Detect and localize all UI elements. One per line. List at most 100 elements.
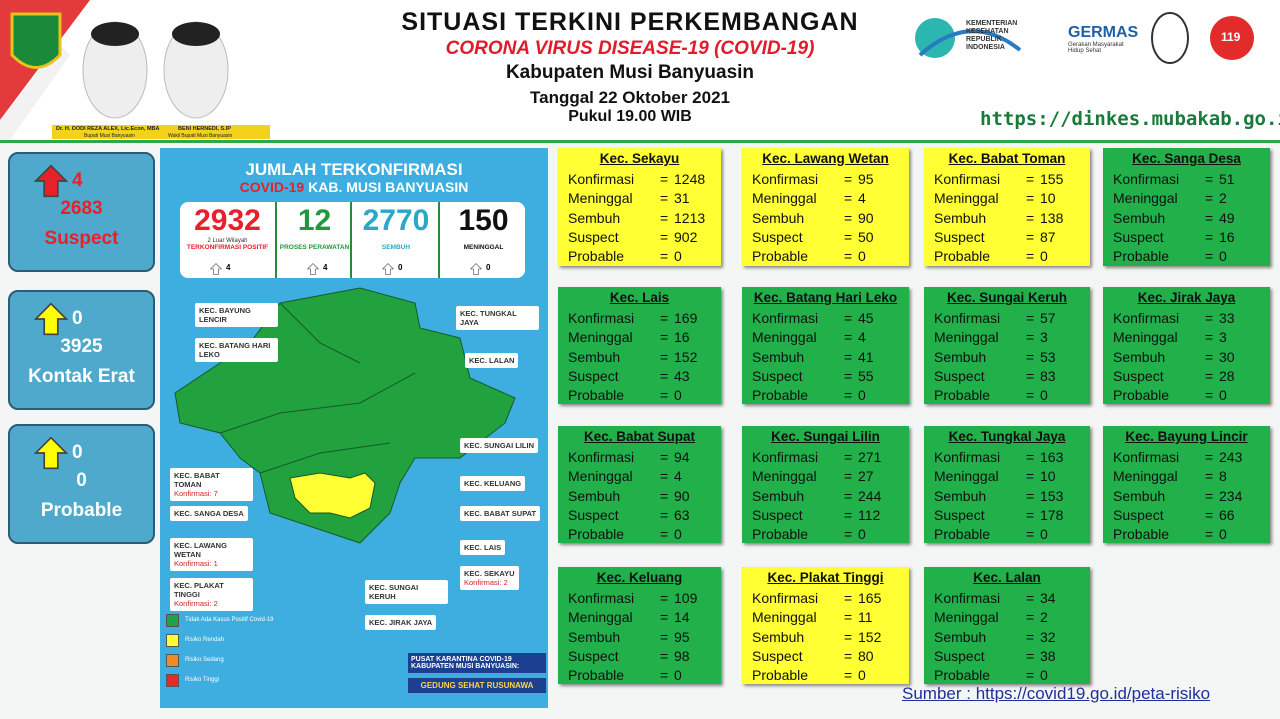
map-subtitle: COVID-19 KAB. MUSI BANYUASIN xyxy=(160,179,548,195)
time: Pukul 19.00 WIB xyxy=(568,108,692,125)
field-value: 178 xyxy=(1040,506,1064,523)
separator: = xyxy=(844,609,853,626)
map-label-name: KEC. BABAT SUPAT xyxy=(464,509,537,518)
field-label: Meninggal xyxy=(934,329,999,346)
district-name: Kec. Babat Supat xyxy=(583,429,696,444)
separator: = xyxy=(1026,171,1035,187)
separator: = xyxy=(660,209,669,226)
summary-change: 4 xyxy=(72,170,83,191)
separator: = xyxy=(660,387,669,404)
stat-label: TERKONFIRMASI POSITIF xyxy=(186,244,269,251)
map-label: KEC. LAIS xyxy=(460,540,506,555)
stat-value: 2770 xyxy=(362,204,430,237)
district-card: Kec. Lawang Wetan Konfirmasi = 95 Meninggal =… xyxy=(742,148,909,266)
separator: = xyxy=(1026,367,1035,384)
field-label: Probable xyxy=(568,248,625,265)
field-label: Suspect xyxy=(934,506,985,523)
stat-value: 150 xyxy=(458,204,509,237)
quarantine-place: GEDUNG SEHAT RUSUNAWA xyxy=(408,678,546,693)
separator: = xyxy=(1026,526,1035,543)
field-value: 32 xyxy=(1040,628,1056,645)
legend-swatch xyxy=(166,633,179,647)
header-art xyxy=(0,0,270,140)
field-value: 4 xyxy=(858,329,866,346)
separator: = xyxy=(844,506,853,523)
summary-count: 2683 xyxy=(60,198,103,219)
map-label: KEC. BATANG HARI LEKO xyxy=(195,338,278,362)
separator: = xyxy=(660,526,669,543)
field-label: Suspect xyxy=(568,367,619,384)
separator: = xyxy=(1205,468,1214,485)
field-label: Probable xyxy=(752,387,809,404)
separator: = xyxy=(660,590,669,606)
separator: = xyxy=(1205,387,1214,404)
map-label: KEC. BAYUNG LENCIR xyxy=(195,303,278,327)
separator: = xyxy=(1026,329,1035,346)
map-label: KEC. SEKAYU Konfirmasi: 2 xyxy=(460,566,519,590)
district-card: Kec. Sungai Keruh Konfirmasi = 57 Meninggal =… xyxy=(924,287,1090,404)
field-value: 243 xyxy=(1219,449,1243,465)
field-value: 163 xyxy=(1040,449,1064,465)
arrow-icon xyxy=(33,164,69,203)
district-card: Kec. Lalan Konfirmasi = 34 Meninggal = 2 Sembuh… xyxy=(924,567,1090,684)
field-value: 0 xyxy=(1219,526,1227,543)
separator: = xyxy=(844,667,853,684)
separator: = xyxy=(1205,526,1214,543)
field-value: 38 xyxy=(1040,647,1056,664)
map-label-note: Konfirmasi: 2 xyxy=(464,578,508,587)
separator: = xyxy=(844,628,853,645)
field-label: Konfirmasi xyxy=(568,171,635,187)
field-value: 0 xyxy=(858,387,866,404)
logos xyxy=(915,12,1254,64)
arrow-icon xyxy=(33,302,69,341)
separator: = xyxy=(1026,209,1035,226)
field-value: 63 xyxy=(674,506,690,523)
field-value: 153 xyxy=(1040,487,1064,504)
district-name: Kec. Sanga Desa xyxy=(1132,151,1241,166)
field-value: 53 xyxy=(1040,348,1056,365)
field-label: Suspect xyxy=(934,647,985,664)
arrow-icon xyxy=(381,262,395,280)
stats-box: 2932 2 Luar Wilayah TERKONFIRMASI POSITIF 4… xyxy=(180,202,525,278)
logo-text: GERMAS xyxy=(1068,24,1139,41)
separator: = xyxy=(844,310,853,326)
field-label: Meninggal xyxy=(568,468,633,485)
official-name: Dr. H. DODI REZA ALEX, Lic.Econ, MBA xyxy=(56,126,160,132)
district-card: Kec. Babat Toman Konfirmasi = 155 Meninggal =… xyxy=(924,148,1090,266)
field-value: 33 xyxy=(1219,310,1235,326)
field-label: Meninggal xyxy=(752,609,817,626)
map-label-name: KEC. BATANG HARI LEKO xyxy=(199,341,271,359)
field-value: 152 xyxy=(674,348,698,365)
map-subtitle-text: KAB. MUSI BANYUASIN xyxy=(308,179,469,195)
separator: = xyxy=(844,487,853,504)
field-label: Suspect xyxy=(568,506,619,523)
field-label: Konfirmasi xyxy=(934,590,1001,606)
map-label-name: KEC. TUNGKAL JAYA xyxy=(460,309,517,327)
field-label: Sembuh xyxy=(934,209,987,226)
stat-note: 2 Luar Wilayah xyxy=(207,238,248,244)
field-label: Probable xyxy=(934,526,991,543)
field-value: 51 xyxy=(1219,171,1235,187)
field-value: 31 xyxy=(674,190,690,207)
separator: = xyxy=(660,367,669,384)
field-label: Probable xyxy=(568,667,625,684)
field-value: 27 xyxy=(858,468,874,485)
district-name: Kec. Plakat Tinggi xyxy=(767,570,884,585)
field-label: Sembuh xyxy=(752,209,805,226)
field-value: 34 xyxy=(1040,590,1056,606)
district-card: Kec. Sekayu Konfirmasi = 1248 Meninggal = 31 Se… xyxy=(558,148,721,266)
field-value: 66 xyxy=(1219,506,1235,523)
separator: = xyxy=(1205,348,1214,365)
map-label-name: KEC. KELUANG xyxy=(464,479,522,488)
field-label: Probable xyxy=(752,667,809,684)
field-label: Konfirmasi xyxy=(1113,449,1180,465)
separator: = xyxy=(660,468,669,485)
district-card: Kec. Babat Supat Konfirmasi = 94 Meninggal = 4… xyxy=(558,426,721,543)
separator: = xyxy=(660,310,669,326)
field-value: 271 xyxy=(858,449,882,465)
legend-label: Risiko Tinggi xyxy=(185,677,220,683)
field-label: Probable xyxy=(752,248,809,265)
stat-change: 4 xyxy=(226,263,231,272)
field-value: 94 xyxy=(674,449,690,465)
